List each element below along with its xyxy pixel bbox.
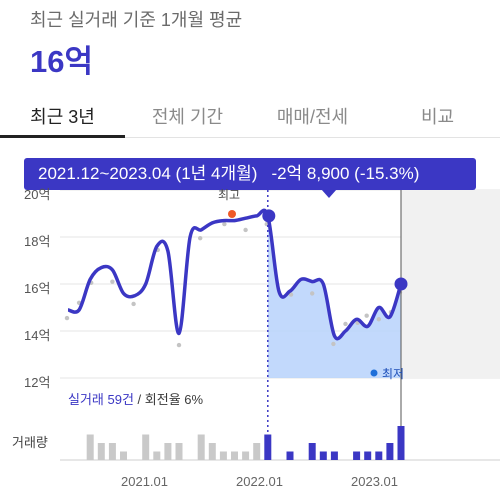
trade-dot [243,227,248,233]
volume-bar [97,443,105,460]
trade-dot [288,292,294,297]
trade-dot [343,321,348,327]
selection-area [267,215,401,378]
tab-sale-jeonse[interactable]: 매매/전세 [276,107,349,127]
trade-count: 실거래 59건 [68,392,134,407]
range-end-marker[interactable] [394,277,408,291]
volume-bar [286,451,294,460]
trade-dot [331,341,336,347]
trade-dot [64,315,70,321]
volume-bar [153,451,161,460]
volume-bar [386,443,394,460]
volume-bar [253,443,261,460]
volume-bar [242,451,250,460]
volume-bar [120,451,127,460]
volume-bar [175,443,183,460]
tab-compare[interactable]: 비교 [420,107,455,127]
max-label: 최고 [218,188,241,202]
period-tabs: 최근 3년 전체 기간 매매/전세 비교 [0,97,500,138]
trade-dot [176,342,182,348]
trade-dot [198,235,203,241]
min-label: 최저 [382,367,405,381]
x-tick-2022: 2022.01 [236,474,283,489]
volume-bar [197,434,205,460]
volume-bar [164,443,172,460]
range-start-marker[interactable] [262,209,276,223]
x-tick-2021: 2021.01 [121,474,168,489]
trade-dot [364,313,369,318]
tooltip-change: -2억 8,900 (-15.3%) [271,164,420,183]
average-price: 16억 [30,44,94,79]
min-marker [370,369,378,377]
y-tick-20: 20억 [24,187,51,202]
y-tick-14: 14억 [24,328,51,343]
volume-bar [319,451,327,460]
tooltip-pointer [321,189,337,198]
volume-bar [219,451,227,460]
volume-bar [86,434,94,460]
y-tick-16: 16억 [24,281,51,296]
trade-dot [222,221,227,227]
volume-bar [330,451,338,460]
tab-recent-3-years[interactable]: 최근 3년 [0,97,125,138]
volume-bar [208,443,216,460]
tab-all-period[interactable]: 전체 기간 [151,107,224,127]
x-tick-2023: 2023.01 [351,474,398,489]
range-tooltip[interactable]: 2021.12~2023.04 (1년 4개월) -2억 8,900 (-15.3… [24,158,476,190]
price-line [67,208,403,341]
volume-bar [375,451,383,460]
stats-separator: / [137,392,142,407]
volume-bar [397,426,405,460]
volume-bar [264,434,272,460]
volume-bar [231,451,238,460]
volume-bar [308,443,316,460]
future-shade [401,190,500,378]
volume-bar [108,443,116,460]
y-tick-12: 12억 [24,375,51,390]
page-subtitle: 최근 실거래 기준 1개월 평균 [30,10,243,30]
trade-stats: 실거래 59건 / 회전율 6% [68,389,203,408]
trade-dot [310,291,315,296]
max-marker [228,210,236,218]
volume-label: 거래량 [12,435,48,450]
y-tick-18: 18억 [24,234,51,249]
trade-dot [131,301,136,307]
volume-bar [353,451,361,460]
turnover-rate: 회전율 6% [144,392,204,407]
volume-bar [142,434,150,460]
volume-bar [364,451,372,460]
trade-dot [376,317,381,322]
tooltip-period: 2021.12~2023.04 (1년 4개월) [38,164,258,183]
trade-dot [110,279,115,284]
